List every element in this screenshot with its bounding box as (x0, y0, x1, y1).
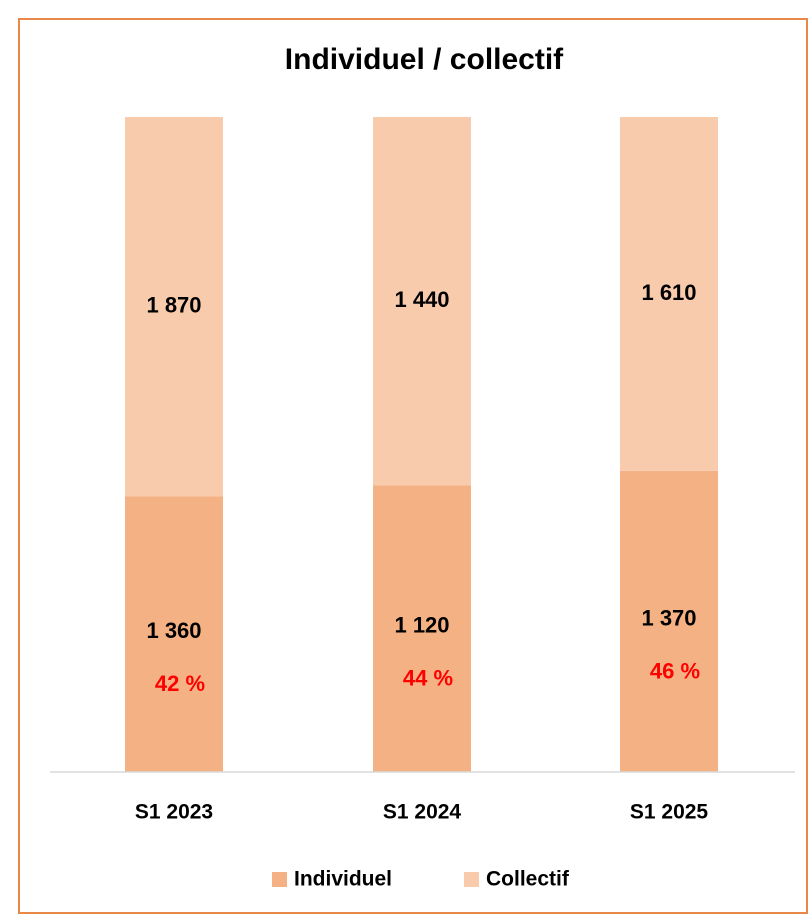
x-tick-label: S1 2025 (630, 801, 709, 824)
x-tick-label: S1 2024 (383, 801, 462, 824)
value-label: 1 610 (641, 280, 696, 305)
bar-segment (373, 117, 471, 486)
value-label: 1 870 (146, 292, 201, 317)
legend-label: Individuel (294, 868, 392, 891)
share-label: 46 % (650, 658, 700, 683)
legend-label: Collectif (486, 868, 570, 891)
legend-swatch (272, 872, 287, 887)
bar-segment (125, 117, 223, 497)
legend-swatch (464, 872, 479, 887)
share-label: 42 % (155, 671, 205, 696)
bar-segment (373, 485, 471, 772)
bar-segment (620, 117, 718, 471)
chart-title: Individuel / collectif (285, 43, 564, 76)
frame (18, 18, 808, 914)
value-label: 1 360 (146, 618, 201, 643)
bar-segment (125, 496, 223, 772)
value-label: 1 440 (394, 287, 449, 312)
bar-segment (620, 470, 718, 772)
x-tick-label: S1 2023 (135, 801, 213, 824)
value-label: 1 370 (641, 605, 696, 630)
value-label: 1 120 (394, 613, 449, 638)
share-label: 44 % (403, 666, 453, 691)
